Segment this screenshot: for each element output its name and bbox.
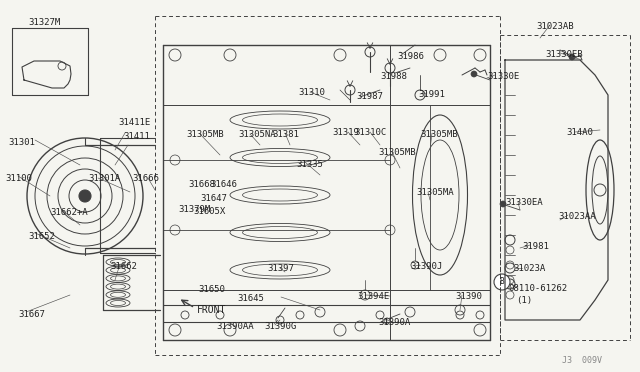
Text: 31305MB: 31305MB (378, 148, 415, 157)
Circle shape (79, 190, 91, 202)
Text: 31668: 31668 (188, 180, 215, 189)
Text: 31310: 31310 (298, 88, 325, 97)
Text: 31987: 31987 (356, 92, 383, 101)
Text: 31991: 31991 (418, 90, 445, 99)
Text: 31305NA: 31305NA (238, 130, 276, 139)
Circle shape (569, 54, 575, 60)
Text: 31305MA: 31305MA (416, 188, 454, 197)
Text: 31310C: 31310C (354, 128, 387, 137)
Text: 31662+A: 31662+A (50, 208, 88, 217)
Text: 31330E: 31330E (487, 72, 519, 81)
Text: 31667: 31667 (18, 310, 45, 319)
Text: 31330EA: 31330EA (505, 198, 543, 207)
Text: 31379M: 31379M (178, 205, 211, 214)
Text: 31411E: 31411E (118, 118, 150, 127)
Text: 31301A: 31301A (88, 174, 120, 183)
Circle shape (471, 71, 477, 77)
Text: J3  009V: J3 009V (562, 356, 602, 365)
Text: 31650: 31650 (198, 285, 225, 294)
Text: 31023A: 31023A (513, 264, 545, 273)
Circle shape (500, 201, 506, 207)
Text: 31305MB: 31305MB (420, 130, 458, 139)
Circle shape (494, 274, 510, 290)
Text: 31605X: 31605X (193, 207, 225, 216)
Text: 31662: 31662 (110, 262, 137, 271)
Text: 31335: 31335 (296, 160, 323, 169)
Text: 31390AA: 31390AA (216, 322, 253, 331)
Text: 31652: 31652 (28, 232, 55, 241)
Text: 31390A: 31390A (378, 318, 410, 327)
Text: 31301: 31301 (8, 138, 35, 147)
Text: 31646: 31646 (210, 180, 237, 189)
Text: 31390J: 31390J (410, 262, 442, 271)
Text: 31645: 31645 (237, 294, 264, 303)
Text: 31390G: 31390G (264, 322, 296, 331)
Text: 31023AA: 31023AA (558, 212, 596, 221)
Text: 31100: 31100 (5, 174, 32, 183)
Text: 31330EB: 31330EB (545, 50, 582, 59)
Text: 31023AB: 31023AB (536, 22, 573, 31)
Text: 31988: 31988 (380, 72, 407, 81)
Text: 31666: 31666 (132, 174, 159, 183)
Text: 31981: 31981 (522, 242, 549, 251)
Text: 08110-61262: 08110-61262 (508, 284, 567, 293)
Text: 31986: 31986 (397, 52, 424, 61)
Text: 31411: 31411 (123, 132, 150, 141)
Text: 314A0: 314A0 (566, 128, 593, 137)
Text: 31647: 31647 (200, 194, 227, 203)
Text: 31319: 31319 (332, 128, 359, 137)
Text: 31327M: 31327M (28, 18, 60, 27)
Text: (1): (1) (516, 296, 532, 305)
Text: 31394E: 31394E (357, 292, 389, 301)
Text: FRONT: FRONT (197, 305, 227, 315)
Text: 31305MB: 31305MB (186, 130, 223, 139)
Text: 31390: 31390 (455, 292, 482, 301)
Text: 31397: 31397 (267, 264, 294, 273)
Text: 31381: 31381 (272, 130, 299, 139)
Text: B: B (500, 278, 504, 286)
